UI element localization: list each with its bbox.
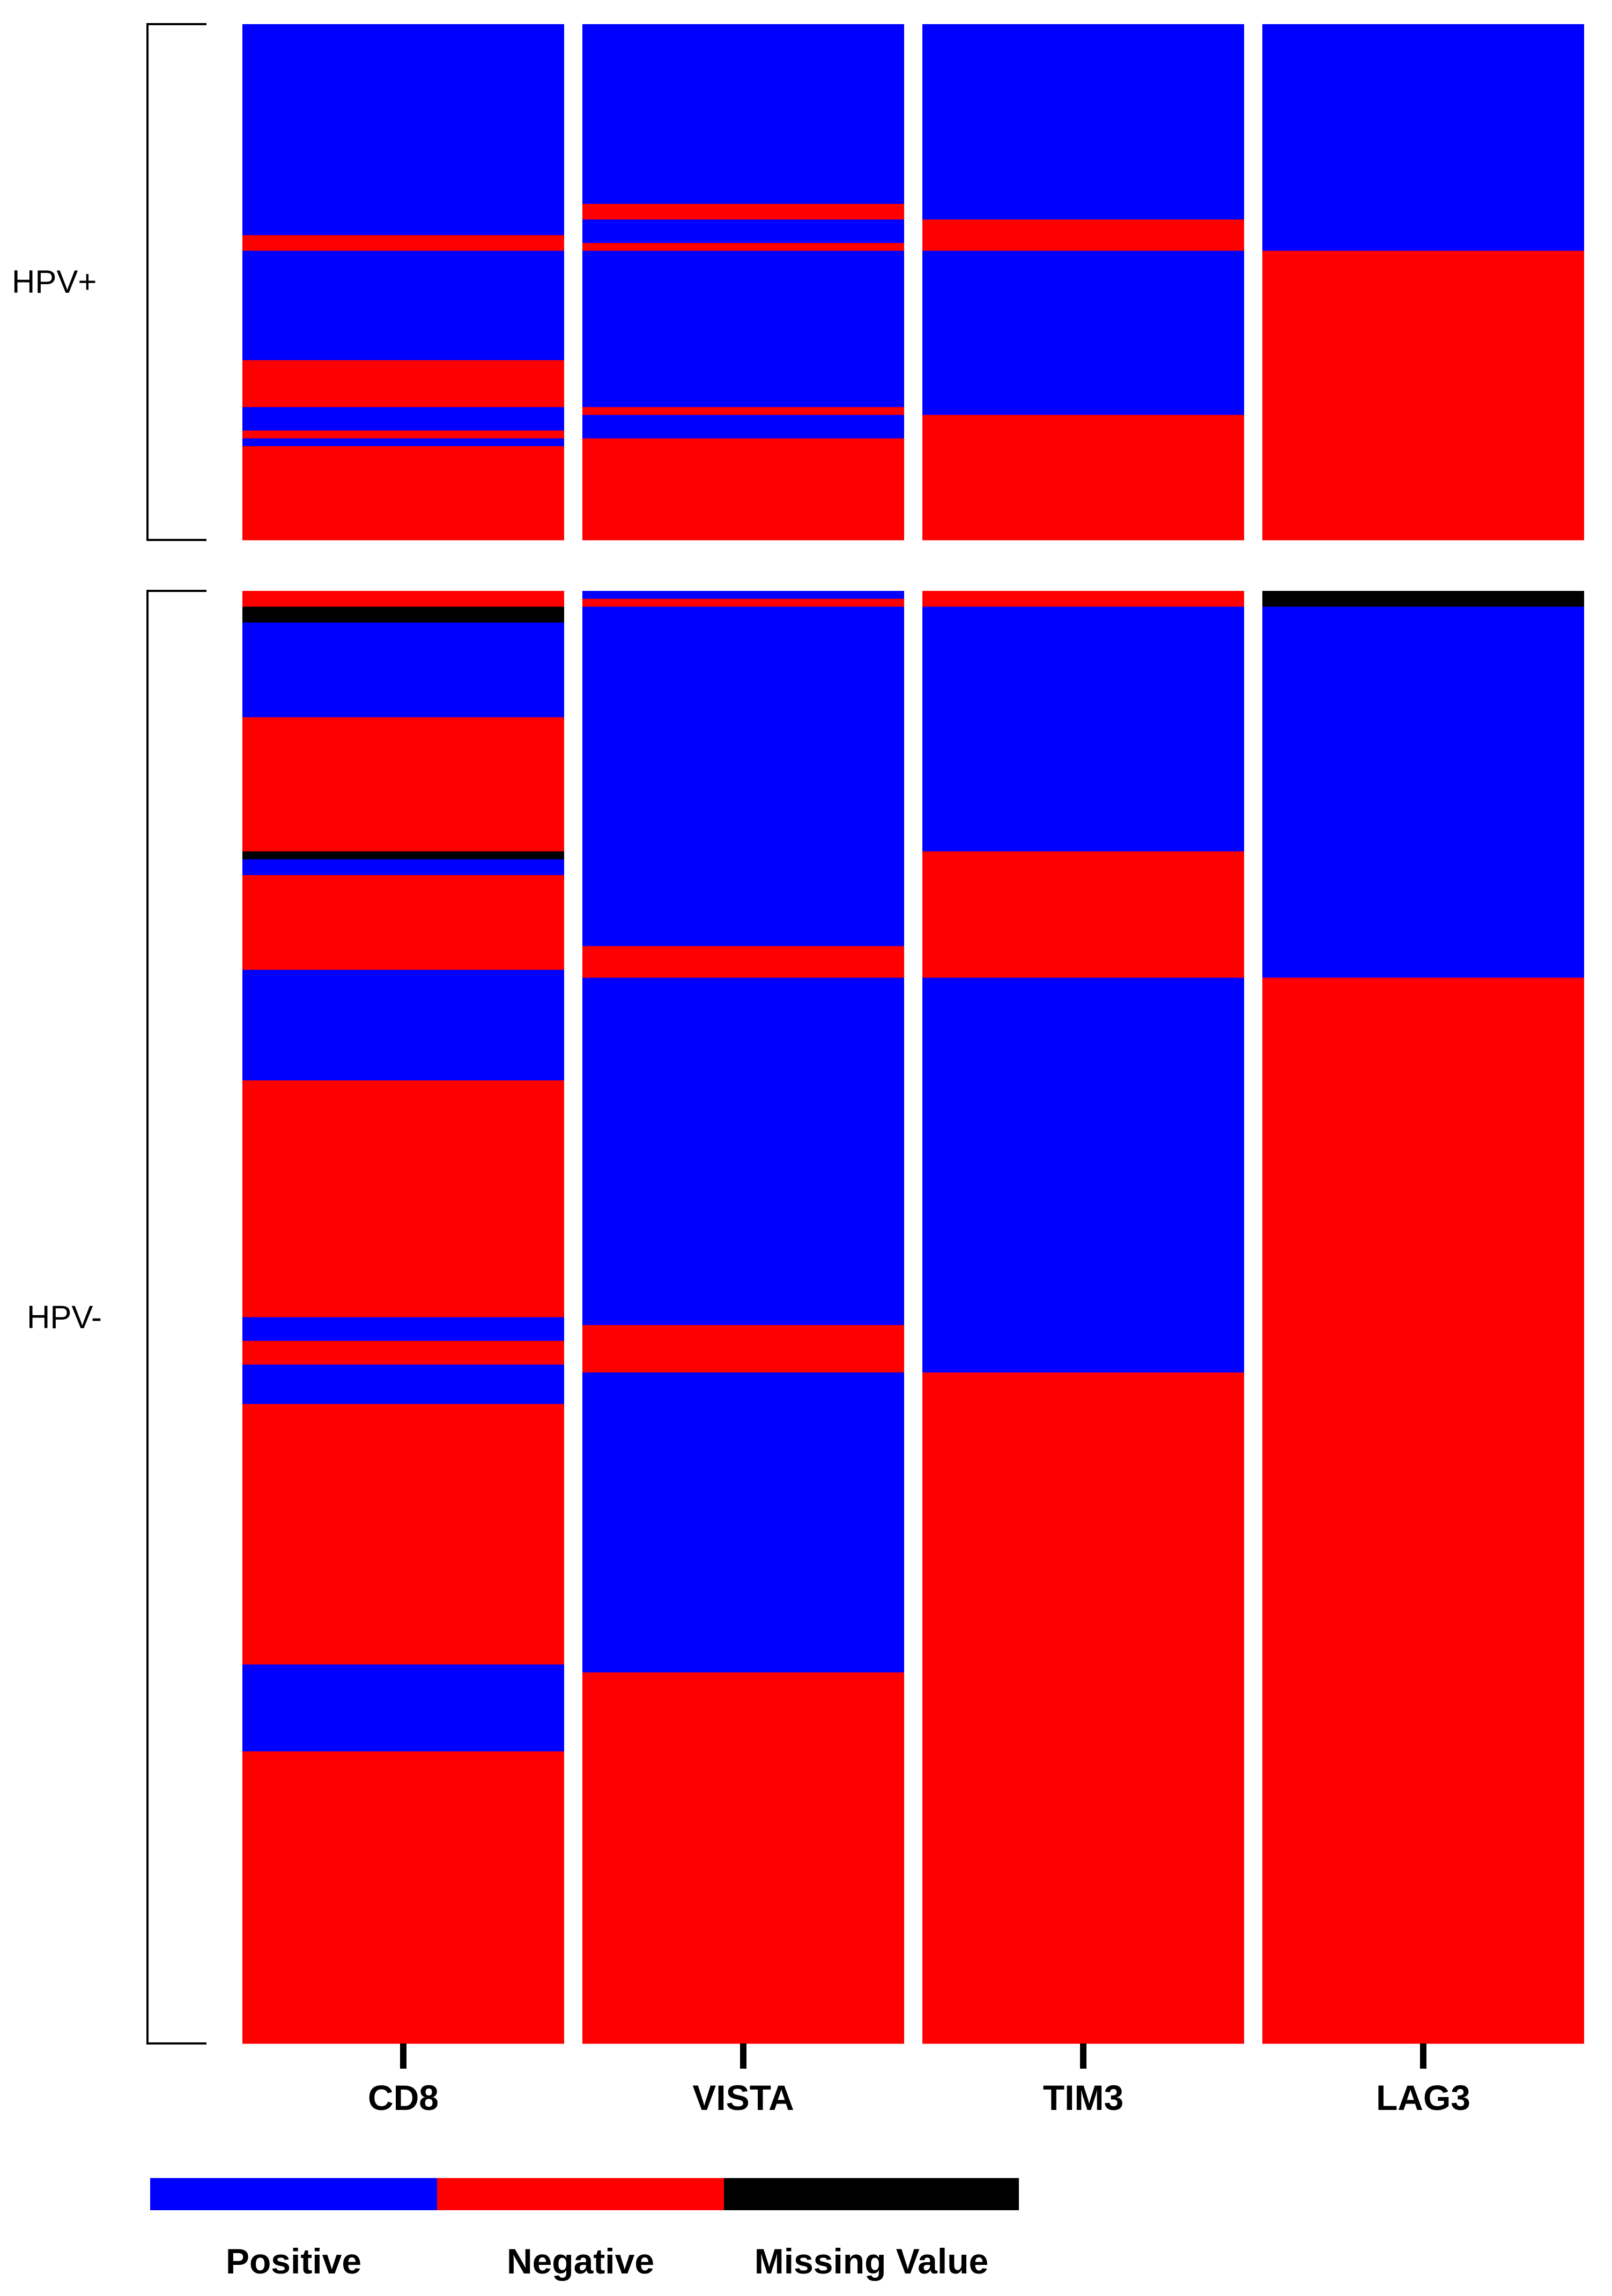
cell-hpv-cd8-13	[242, 1664, 564, 1752]
cell-hpv-lag3-1	[1262, 606, 1584, 979]
group-brackets	[146, 23, 206, 2045]
cell-hpv-cd8-14	[242, 1751, 564, 2044]
cell-hpv-vista-2	[582, 606, 904, 947]
cell-hpv-vista-2	[582, 219, 904, 243]
cell-hpv-vista-3	[582, 946, 904, 979]
legend-swatch-missing-value	[724, 2178, 1019, 2210]
group-label-hpv: HPV-	[27, 1299, 102, 1335]
cell-hpv-lag3-2	[1262, 977, 1584, 2044]
cell-hpv-tim3-1	[922, 606, 1244, 852]
cell-hpv-vista-7	[582, 438, 904, 540]
cell-hpv-cd8-2	[242, 250, 564, 361]
cell-hpv-cd8-3	[242, 360, 564, 408]
cell-hpv-vista-5	[582, 1325, 904, 1373]
x-label-lag3: LAG3	[1376, 2078, 1470, 2117]
legend: Positive Negative Missing Value	[150, 2178, 1019, 2281]
cell-hpv-cd8-11	[242, 1364, 564, 1405]
legend-label-positive: Positive	[226, 2241, 361, 2281]
legend-swatches	[150, 2178, 1019, 2210]
cell-hpv-vista-4	[582, 977, 904, 1325]
legend-label-missing-value: Missing Value	[755, 2241, 988, 2281]
cell-hpv-vista-7	[582, 1672, 904, 2044]
x-label-cd8: CD8	[368, 2078, 439, 2117]
x-axis-ticks	[400, 2043, 1426, 2069]
legend-label-negative: Negative	[507, 2241, 654, 2281]
cell-hpv-cd8-10	[242, 1340, 564, 1365]
cell-hpv-tim3-0	[922, 591, 1244, 608]
cell-hpv-cd8-3	[242, 717, 564, 852]
cell-hpv-vista-1	[582, 204, 904, 220]
cell-hpv-cd8-8	[242, 1080, 564, 1318]
cell-hpv-tim3-3	[922, 977, 1244, 1373]
cell-hpv-cd8-6	[242, 438, 564, 447]
x-label-tim3: TIM3	[1043, 2078, 1123, 2117]
legend-labels: Positive Negative Missing Value	[226, 2241, 988, 2281]
cell-hpv-lag3-0	[1262, 591, 1584, 608]
group-label-hpv: HPV+	[12, 264, 97, 300]
cell-hpv-cd8-12	[242, 1404, 564, 1665]
cell-hpv-cd8-5	[242, 430, 564, 439]
cell-hpv-vista-6	[582, 1372, 904, 1673]
cell-hpv-tim3-0	[922, 24, 1244, 220]
cell-hpv-vista-5	[582, 407, 904, 416]
cell-hpv-vista-1	[582, 598, 904, 608]
legend-swatch-positive	[150, 2178, 437, 2210]
cell-hpv-cd8-7	[242, 969, 564, 1081]
cell-hpv-cd8-6	[242, 875, 564, 971]
x-axis-labels: CD8 VISTA TIM3 LAG3	[368, 2078, 1470, 2117]
cell-hpv-cd8-4	[242, 407, 564, 431]
cell-hpv-vista-3	[582, 243, 904, 251]
cell-hpv-tim3-4	[922, 1372, 1244, 2044]
cell-hpv-tim3-3	[922, 414, 1244, 540]
cell-hpv-lag3-0	[1262, 24, 1584, 251]
cell-hpv-tim3-2	[922, 250, 1244, 416]
cell-hpv-cd8-0	[242, 24, 564, 236]
legend-swatch-negative	[437, 2178, 724, 2210]
cell-hpv-cd8-7	[242, 446, 564, 540]
bracket-hpv	[146, 23, 206, 541]
cell-hpv-lag3-1	[1262, 250, 1584, 540]
cell-hpv-vista-4	[582, 250, 904, 408]
cell-hpv-tim3-2	[922, 851, 1244, 979]
cell-hpv-cd8-9	[242, 1317, 564, 1342]
cell-hpv-cd8-0	[242, 591, 564, 608]
cell-hpv-cd8-5	[242, 859, 564, 876]
group-labels: HPV+ HPV-	[12, 264, 102, 1335]
cell-hpv-vista-6	[582, 414, 904, 439]
cell-hpv-vista-0	[582, 591, 904, 599]
cell-hpv-cd8-1	[242, 606, 564, 623]
cell-hpv-cd8-2	[242, 622, 564, 718]
heatmap-panels	[242, 24, 1584, 2044]
cell-hpv-cd8-1	[242, 235, 564, 251]
bracket-hpv	[146, 590, 206, 2045]
x-label-vista: VISTA	[692, 2078, 794, 2117]
cell-hpv-vista-0	[582, 24, 904, 204]
cell-hpv-cd8-4	[242, 851, 564, 860]
cell-hpv-tim3-1	[922, 219, 1244, 251]
